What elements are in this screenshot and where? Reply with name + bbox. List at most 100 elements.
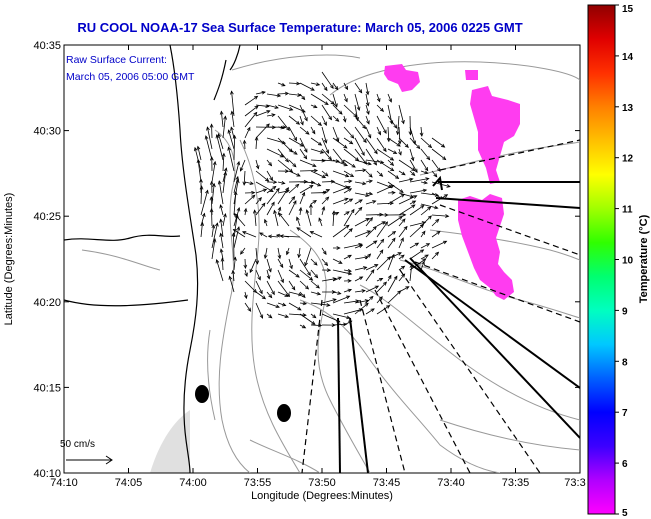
current-vector-head	[395, 130, 400, 136]
current-vector-head	[265, 104, 270, 109]
current-vector	[310, 170, 326, 178]
current-vector-head	[267, 234, 273, 239]
current-vector	[299, 126, 310, 135]
current-vector	[288, 148, 298, 155]
current-vector-head	[249, 268, 254, 274]
current-vector-head	[236, 226, 241, 231]
current-vector	[431, 214, 449, 217]
x-tick-label: 73:40	[437, 477, 465, 489]
current-vector	[431, 231, 441, 238]
current-vector-head	[325, 196, 330, 201]
current-vector-head	[251, 194, 256, 199]
current-vector	[365, 82, 369, 95]
map-title: RU COOL NOAA-17 Sea Surface Temperature:…	[77, 20, 523, 35]
current-vector-head	[302, 313, 307, 317]
scale-label: 50 cm/s	[60, 439, 95, 450]
current-vector-head	[344, 98, 348, 103]
current-vector	[230, 127, 235, 139]
sst-patch	[384, 64, 420, 92]
current-vector-head	[338, 260, 343, 264]
current-vector-head	[421, 260, 425, 266]
current-vector-head	[263, 254, 268, 260]
current-vector-head	[365, 218, 370, 222]
current-vector	[321, 82, 328, 91]
current-vector	[343, 188, 352, 194]
colorbar-tick-label: 13	[622, 103, 634, 114]
current-vector	[200, 222, 203, 238]
current-vector	[387, 290, 401, 304]
current-vector	[321, 258, 328, 266]
current-vector-head	[422, 258, 427, 263]
current-vector-head	[391, 237, 396, 242]
current-vector	[332, 115, 339, 122]
current-vector-head	[312, 314, 317, 319]
current-vector	[420, 159, 429, 171]
current-vector-head	[284, 314, 290, 319]
current-vector-head	[330, 100, 335, 105]
current-vector	[220, 204, 224, 216]
current-vector-head	[441, 143, 446, 148]
current-vector	[310, 324, 322, 326]
current-vector-head	[442, 156, 447, 161]
current-vector	[387, 93, 392, 103]
current-vector	[398, 137, 409, 148]
current-vector-head	[345, 224, 350, 229]
current-vector-head	[384, 221, 388, 226]
current-vector	[431, 240, 447, 249]
current-vector-head	[374, 264, 379, 268]
colorbar-ticks: 15 14 13 12 11 10 9 8 7 6 5	[615, 4, 634, 519]
current-vector-head	[345, 211, 350, 215]
current-vector-head	[366, 120, 370, 125]
current-vector-head	[361, 151, 365, 157]
current-vector-head	[232, 229, 237, 233]
current-vector-head	[347, 268, 352, 273]
current-vector	[376, 170, 383, 177]
current-vector	[398, 286, 409, 293]
current-vector-head	[343, 144, 348, 149]
current-vector	[409, 126, 416, 145]
current-vector	[299, 159, 316, 167]
current-vector-head	[263, 218, 268, 224]
station-marker	[277, 404, 291, 422]
current-vector	[211, 224, 215, 238]
current-vector-head	[389, 161, 395, 167]
current-vector	[343, 115, 346, 122]
current-vector	[431, 137, 445, 148]
current-vector-head	[223, 171, 228, 176]
current-vector-head	[299, 143, 304, 147]
current-vector	[398, 104, 405, 124]
current-vector	[409, 200, 416, 205]
current-vector-head	[389, 156, 395, 161]
current-vector-head	[367, 253, 372, 258]
current-vector-head	[274, 105, 279, 109]
current-vector-head	[193, 146, 198, 152]
current-vector	[376, 249, 384, 260]
current-vector	[299, 93, 305, 100]
current-vector	[228, 147, 235, 172]
current-vector	[211, 183, 215, 205]
current-vector	[387, 137, 401, 147]
current-vector-head	[312, 163, 317, 167]
current-vector	[343, 211, 350, 216]
current-vector-head	[382, 147, 387, 153]
current-vector-head	[369, 295, 374, 300]
current-vector-head	[243, 207, 248, 213]
current-vector	[332, 276, 342, 282]
colorbar-tick-label: 5	[622, 508, 628, 519]
current-vector	[431, 219, 439, 227]
current-vector	[332, 295, 350, 304]
current-vector-head	[243, 294, 248, 300]
current-vector-head	[271, 113, 276, 118]
current-vector-head	[401, 273, 406, 278]
current-vector-head	[239, 167, 244, 172]
current-vector-head	[317, 121, 322, 126]
current-vector-head	[277, 206, 282, 211]
sst-patch	[470, 86, 520, 184]
colorbar-tick-label: 14	[622, 52, 634, 63]
current-vector-head	[289, 107, 294, 111]
current-vector-head	[318, 323, 323, 328]
current-vector	[277, 247, 281, 259]
current-vector-head	[310, 87, 315, 91]
current-vector-head	[271, 201, 275, 206]
current-vector	[420, 261, 425, 271]
